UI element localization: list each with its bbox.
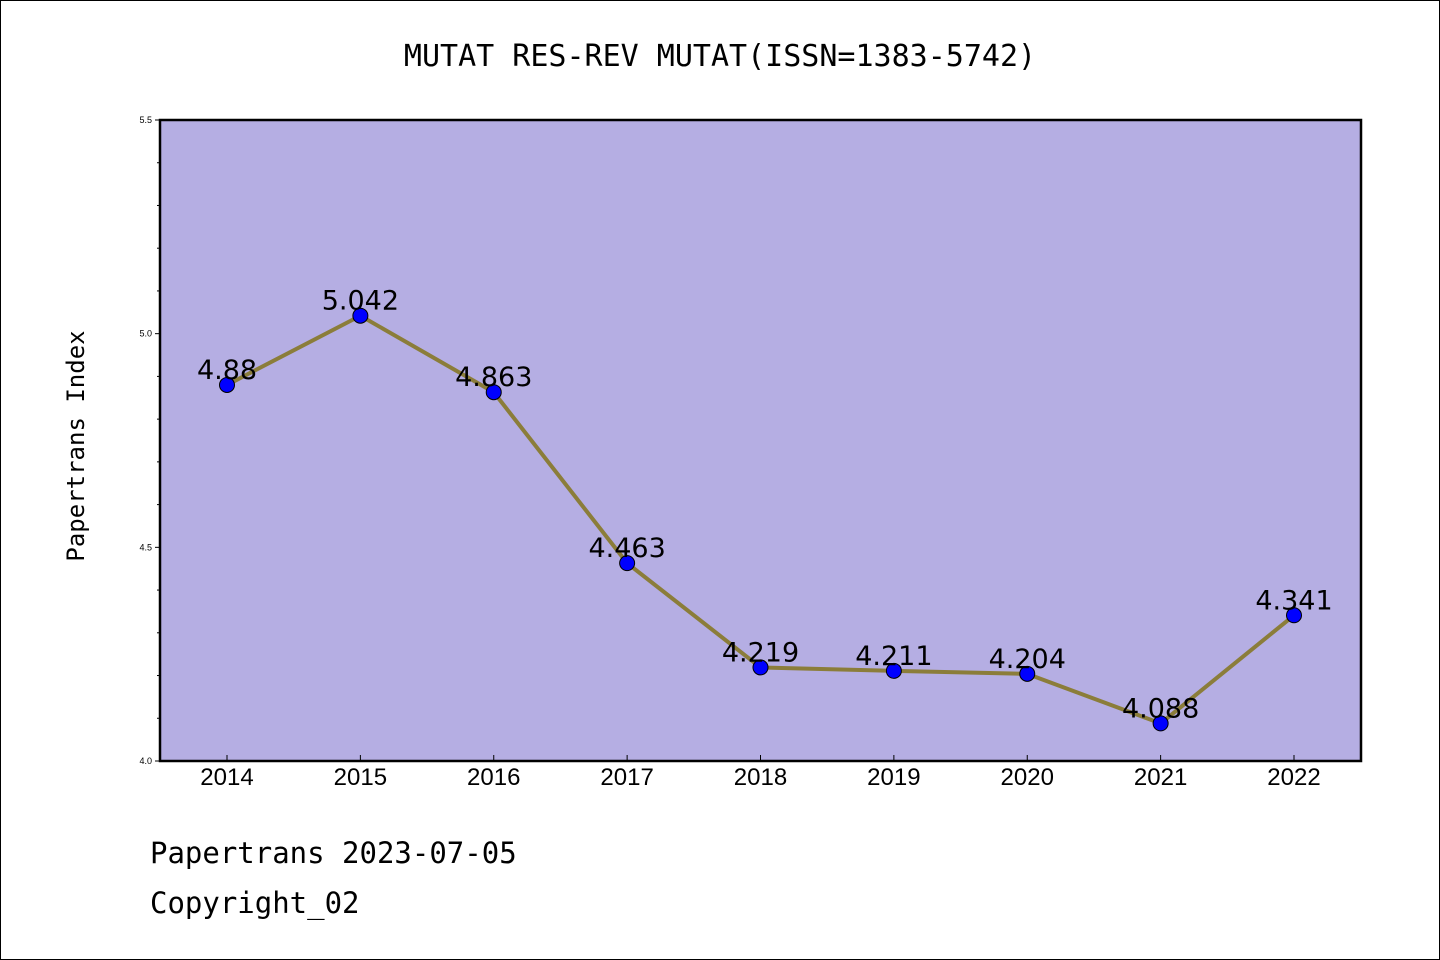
data-point-marker: [485, 384, 502, 401]
data-point-marker: [1152, 715, 1169, 732]
y-axis-ticks: 4.0 4.5 5.0 5.5: [139, 115, 160, 766]
x-axis-ticks: 2014 2015 2016 2017 2018 2019 2020 2021 2022: [200, 755, 1321, 791]
data-point-marker: [885, 662, 902, 679]
x-tick-label: 2016: [467, 764, 520, 791]
chart-title: MUTAT RES-REV MUTAT(ISSN=1383-5742): [404, 39, 1036, 74]
series-layer: 4.88 5.042 4.863 4.463 4.219 4.211 4.204 4.088 4…: [197, 286, 1333, 732]
data-point-marker: [1019, 665, 1036, 682]
data-label: 4.863: [455, 362, 532, 393]
data-label: 4.088: [1122, 693, 1199, 724]
y-tick-label: 5.5: [139, 115, 152, 125]
data-point-marker: [352, 307, 369, 324]
data-label: 4.219: [722, 637, 799, 668]
data-label: 4.463: [588, 533, 665, 564]
data-label: 4.88: [197, 355, 257, 386]
data-label: 5.042: [322, 286, 399, 317]
x-tick-label: 2017: [600, 764, 653, 791]
footer-date-text: Papertrans 2023-07-05: [150, 836, 517, 870]
x-tick-label: 2019: [867, 764, 920, 791]
data-point-marker: [752, 659, 769, 676]
x-tick-label: 2015: [334, 764, 387, 791]
x-tick-label: 2021: [1134, 764, 1187, 791]
data-point-marker: [1286, 607, 1302, 624]
y-axis-label: Papertrans Index: [62, 330, 90, 561]
footer-copyright-text: Copyright_02: [150, 886, 360, 920]
data-point-marker: [619, 555, 636, 572]
x-tick-label: 2022: [1267, 764, 1320, 791]
y-tick-label: 4.0: [139, 756, 152, 766]
x-tick-label: 2020: [1001, 764, 1054, 791]
x-tick-label: 2018: [734, 764, 787, 791]
data-point-marker: [219, 376, 235, 393]
y-tick-label: 4.5: [139, 542, 152, 552]
plot-area: [158, 118, 1363, 763]
data-label: 4.204: [989, 644, 1066, 675]
y-tick-label: 5.0: [139, 329, 152, 339]
data-label: 4.211: [855, 641, 932, 672]
x-tick-label: 2014: [200, 764, 253, 791]
data-label: 4.341: [1255, 585, 1332, 616]
